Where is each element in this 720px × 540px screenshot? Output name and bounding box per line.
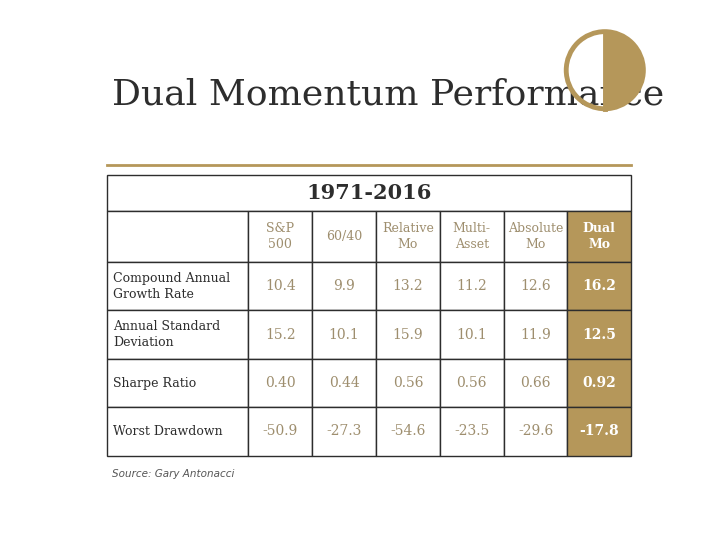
Text: -54.6: -54.6: [390, 424, 426, 438]
Bar: [440, 310, 503, 359]
Bar: [503, 407, 567, 456]
Bar: [567, 212, 631, 262]
Bar: [567, 407, 631, 456]
Text: 1971-2016: 1971-2016: [306, 183, 432, 203]
Bar: [107, 175, 631, 212]
Text: 15.9: 15.9: [392, 328, 423, 342]
Text: 10.1: 10.1: [456, 328, 487, 342]
Text: 0.56: 0.56: [392, 376, 423, 390]
Bar: [376, 359, 440, 407]
Bar: [107, 262, 248, 310]
Text: 15.2: 15.2: [265, 328, 296, 342]
Bar: [376, 262, 440, 310]
Text: -17.8: -17.8: [580, 424, 619, 438]
Bar: [248, 310, 312, 359]
Bar: [107, 212, 248, 262]
Bar: [567, 359, 631, 407]
Bar: [312, 310, 376, 359]
Bar: [503, 310, 567, 359]
Text: 12.6: 12.6: [521, 279, 551, 293]
Text: Source: Gary Antonacci: Source: Gary Antonacci: [112, 469, 235, 478]
Bar: [440, 212, 503, 262]
Text: 11.2: 11.2: [456, 279, 487, 293]
Text: 0.44: 0.44: [329, 376, 359, 390]
Text: 0.92: 0.92: [582, 376, 616, 390]
Text: 0.40: 0.40: [265, 376, 296, 390]
Bar: [440, 262, 503, 310]
Text: 0.56: 0.56: [456, 376, 487, 390]
Bar: [376, 212, 440, 262]
Text: -50.9: -50.9: [263, 424, 298, 438]
Text: -27.3: -27.3: [326, 424, 361, 438]
Bar: [567, 262, 631, 310]
Text: -29.6: -29.6: [518, 424, 553, 438]
Bar: [312, 359, 376, 407]
Bar: [312, 262, 376, 310]
Bar: [440, 407, 503, 456]
Bar: [567, 310, 631, 359]
Text: Sharpe Ratio: Sharpe Ratio: [114, 376, 197, 389]
Bar: [248, 407, 312, 456]
Bar: [503, 359, 567, 407]
Bar: [503, 262, 567, 310]
Bar: [107, 310, 248, 359]
Bar: [376, 407, 440, 456]
Text: S&P
500: S&P 500: [266, 222, 294, 251]
Text: Compound Annual
Growth Rate: Compound Annual Growth Rate: [114, 272, 230, 301]
Text: 16.2: 16.2: [582, 279, 616, 293]
Bar: [312, 212, 376, 262]
Text: 11.9: 11.9: [520, 328, 551, 342]
Bar: [107, 407, 248, 456]
Bar: [248, 359, 312, 407]
Text: -23.5: -23.5: [454, 424, 490, 438]
Bar: [312, 407, 376, 456]
Text: Dual
Mo: Dual Mo: [583, 222, 616, 251]
Text: Absolute
Mo: Absolute Mo: [508, 222, 563, 251]
Text: 13.2: 13.2: [392, 279, 423, 293]
Text: Relative
Mo: Relative Mo: [382, 222, 434, 251]
Text: Annual Standard
Deviation: Annual Standard Deviation: [114, 320, 221, 349]
Text: 12.5: 12.5: [582, 328, 616, 342]
Text: Worst Drawdown: Worst Drawdown: [114, 425, 223, 438]
Bar: [248, 262, 312, 310]
Text: 60/40: 60/40: [326, 230, 362, 243]
Bar: [107, 359, 248, 407]
Bar: [376, 310, 440, 359]
Text: 9.9: 9.9: [333, 279, 355, 293]
Text: 10.1: 10.1: [329, 328, 359, 342]
Bar: [248, 212, 312, 262]
Text: Dual Momentum Performance: Dual Momentum Performance: [112, 77, 665, 111]
Text: 0.66: 0.66: [521, 376, 551, 390]
Text: 10.4: 10.4: [265, 279, 296, 293]
Bar: [503, 212, 567, 262]
Text: Multi-
Asset: Multi- Asset: [453, 222, 491, 251]
Wedge shape: [605, 32, 644, 109]
Bar: [440, 359, 503, 407]
